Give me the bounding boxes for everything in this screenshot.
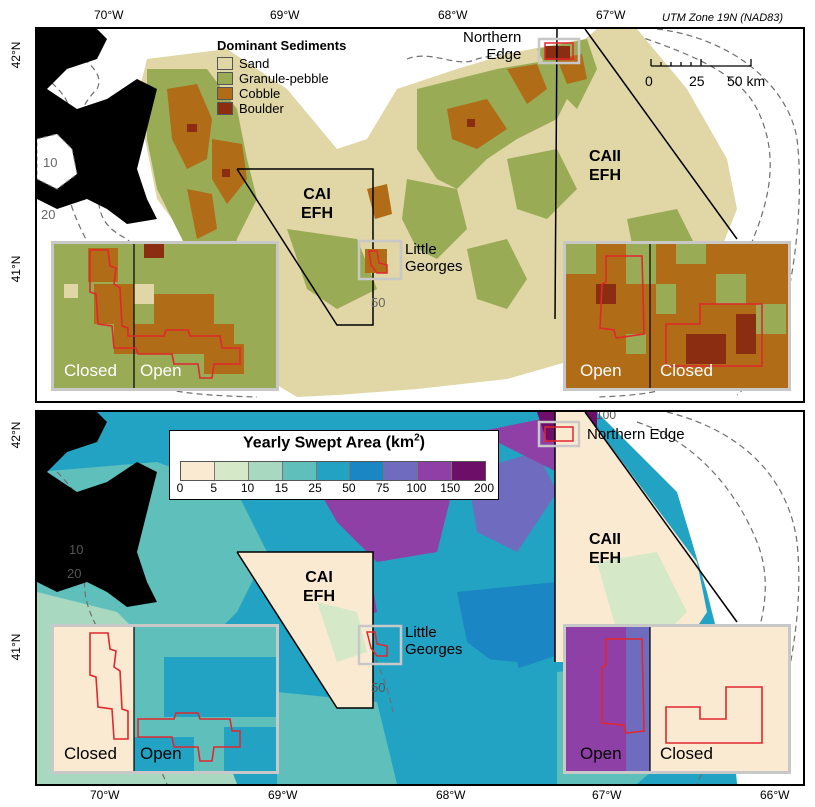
bottom-lon-tick: 66°W (760, 788, 790, 802)
swept-area-colorbar: Yearly Swept Area (km2) 0 5 10 15 25 50 75 100 1… (169, 430, 499, 500)
projection-label: UTM Zone 19N (NAD83) (662, 12, 784, 24)
legend-item: Sand (217, 56, 346, 71)
legend-label: Sand (239, 56, 270, 71)
legend-title: Dominant Sediments (217, 38, 347, 53)
lat-tick: 42°N (9, 41, 23, 69)
legend-swatch (217, 57, 233, 70)
colorbar-labels: 0 5 10 15 25 50 75 100 150 200 (176, 481, 494, 495)
depth-label: 100 (596, 410, 617, 422)
inset-label-open: Open (140, 361, 182, 380)
colorbar-break-label: 75 (375, 481, 390, 495)
northern-edge-label: Northern Edge (587, 426, 685, 443)
top-lon-tick: 68°W (438, 8, 468, 22)
northern-edge-label: Northern Edge (463, 29, 522, 63)
inset-little-georges-sediment: Closed Open (51, 241, 279, 391)
inset-label-closed: Closed (64, 744, 117, 763)
legend-swatch (217, 87, 233, 100)
swept-area-map-panel: Yearly Swept Area (km2) 0 5 10 15 25 50 75 100 1… (35, 410, 805, 786)
inset-label-closed: Closed (660, 361, 713, 380)
colorbar-segment (451, 462, 486, 480)
inset-label-closed: Closed (660, 744, 713, 763)
scale-label: 25 (689, 73, 705, 89)
legend-label: Cobble (239, 86, 281, 101)
inset-label-open: Open (580, 744, 622, 763)
top-lon-tick: 67°W (596, 8, 626, 22)
sediment-map-panel: Dominant Sediments Sand Granule-pebble C… (35, 27, 805, 403)
colorbar-segment (281, 462, 316, 480)
legend-item: Cobble (217, 86, 346, 101)
legend-swatch (217, 102, 233, 115)
colorbar-segment (417, 462, 452, 480)
depth-label: 10 (69, 542, 84, 557)
colorbar-segment (349, 462, 384, 480)
bottom-lon-tick: 67°W (592, 788, 622, 802)
depth-label: 20 (67, 566, 82, 581)
sediment-legend: Dominant Sediments Sand Granule-pebble C… (217, 38, 346, 116)
colorbar-break-label: 150 (440, 481, 461, 495)
lat-tick: 41°N (9, 255, 23, 283)
inset-label-open: Open (140, 744, 182, 763)
colorbar-segment (181, 462, 214, 480)
caii-label: CAII EFH (589, 148, 621, 184)
colorbar-segment (213, 462, 248, 480)
scale-label: 50 km (727, 73, 766, 89)
depth-label: 50 (371, 680, 386, 695)
colorbar-break-label: 10 (240, 481, 255, 495)
cai-label: CAI EFH (303, 569, 335, 605)
colorbar-segment (247, 462, 282, 480)
depth-label: 10 (43, 155, 58, 170)
lat-tick: 41°N (9, 633, 23, 661)
scale-label: 0 (645, 73, 653, 89)
inset-northern-edge-sediment: Open Closed (563, 241, 791, 391)
caii-label: CAII EFH (589, 531, 621, 567)
colorbar-title: Yearly Swept Area (km2) (243, 433, 425, 452)
cai-label: CAI EFH (301, 186, 333, 222)
colorbar-break-label: 50 (342, 481, 356, 495)
inset-label-closed: Closed (64, 361, 117, 380)
bottom-lon-tick: 69°W (268, 788, 298, 802)
lat-tick: 42°N (9, 421, 23, 449)
legend-item: Granule-pebble (217, 71, 346, 86)
little-georges-label: Little Georges (405, 624, 463, 658)
little-georges-label: Little Georges (405, 241, 463, 275)
legend-item: Boulder (217, 101, 346, 116)
colorbar-break-label: 0 (176, 481, 184, 495)
depth-label: 20 (41, 207, 56, 222)
top-lon-tick: 69°W (270, 8, 300, 22)
legend-label: Boulder (239, 101, 284, 116)
colorbar-break-label: 25 (308, 481, 322, 495)
colorbar-break-label: 15 (274, 481, 289, 495)
inset-little-georges-swept: Closed Open (51, 624, 279, 774)
depth-label: 50 (371, 295, 386, 310)
top-lon-tick: 70°W (94, 8, 124, 22)
inset-label-open: Open (580, 361, 622, 380)
colorbar-segment (315, 462, 350, 480)
colorbar-break-label: 200 (473, 481, 495, 495)
colorbar-break-label: 100 (406, 481, 427, 495)
colorbar-strip (180, 461, 486, 481)
colorbar-segment (383, 462, 418, 480)
inset-northern-edge-swept: Open Closed (563, 624, 791, 774)
legend-swatch (217, 72, 233, 85)
bottom-lon-tick: 70°W (90, 788, 120, 802)
legend-label: Granule-pebble (239, 71, 329, 86)
bottom-lon-tick: 68°W (436, 788, 466, 802)
colorbar-break-label: 5 (210, 481, 218, 495)
